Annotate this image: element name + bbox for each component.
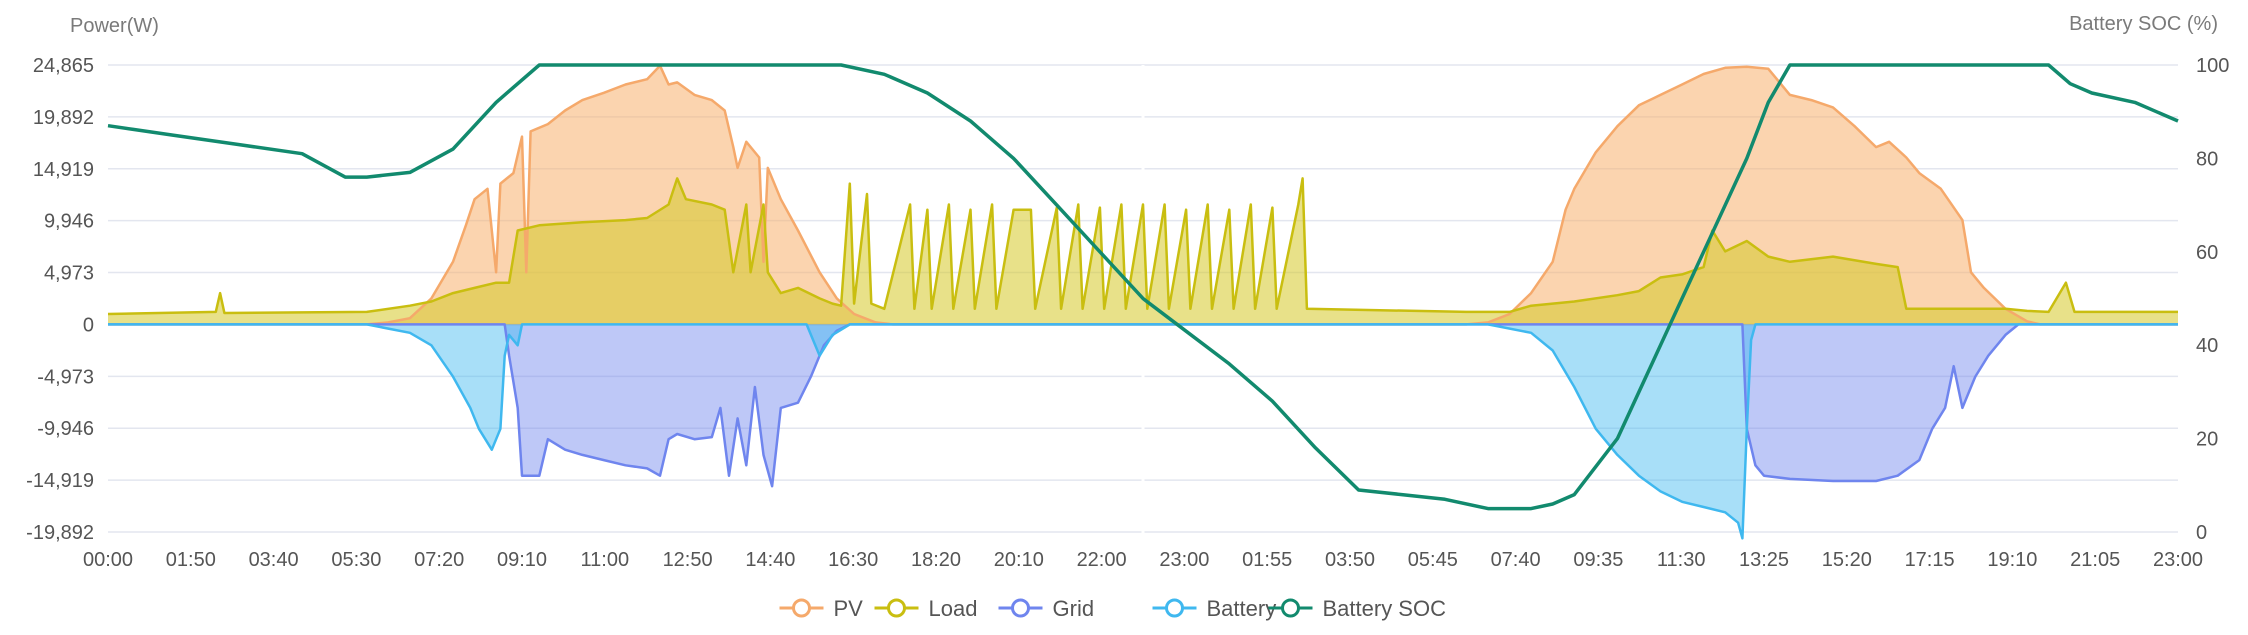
legend-item-battery-soc[interactable]: Battery SOC	[1268, 596, 1447, 621]
legend-label: Load	[929, 596, 978, 621]
x-axis-ticks: 00:00 01:50 03:40 05:30 07:20 09:10 11:00 12:50…	[83, 549, 2203, 571]
legend-label: Grid	[1053, 596, 1095, 621]
battery-line	[108, 323, 2178, 540]
x-tick-label: 17:15	[1905, 549, 1955, 571]
y-axis-right-title: Battery SOC (%)	[2069, 13, 2218, 35]
x-tick-label: 00:00	[83, 549, 133, 571]
x-tick-label: 01:50	[166, 549, 216, 571]
legend-label: Battery SOC	[1323, 596, 1447, 621]
y-right-tick-label: 0	[2196, 522, 2207, 544]
x-tick-label: 20:10	[994, 549, 1044, 571]
x-tick-label: 12:50	[663, 549, 713, 571]
y-right-tick-label: 80	[2196, 148, 2218, 170]
y-left-tick-label: 9,946	[44, 211, 94, 233]
x-tick-label: 19:10	[1987, 549, 2037, 571]
y-axis-left-title: Power(W)	[70, 15, 159, 37]
legend-label: PV	[834, 596, 864, 621]
x-tick-label: 01:55	[1242, 549, 1292, 571]
y-left-tick-label: 14,919	[33, 159, 94, 181]
y-left-tick-label: -4,973	[37, 366, 94, 388]
y-left-tick-label: 4,973	[44, 263, 94, 285]
x-tick-label: 14:40	[745, 549, 795, 571]
legend-swatch-marker	[792, 598, 811, 618]
x-tick-label: 03:40	[249, 549, 299, 571]
legend-swatch-marker	[1011, 598, 1030, 618]
y-right-tick-label: 40	[2196, 335, 2218, 357]
y-left-tick-label: 24,865	[33, 55, 94, 77]
x-tick-label: 15:20	[1822, 549, 1872, 571]
y-left-tick-label: 0	[83, 314, 94, 336]
x-tick-label: 07:20	[414, 549, 464, 571]
x-tick-label: 05:45	[1408, 549, 1458, 571]
x-tick-label: 22:00	[1077, 549, 1127, 571]
legend-label: Battery	[1207, 596, 1277, 621]
x-tick-label: 07:40	[1491, 549, 1541, 571]
y-right-tick-label: 60	[2196, 242, 2218, 264]
grid-line	[108, 323, 2178, 488]
legend-swatch-marker	[1165, 598, 1184, 618]
x-tick-label: 21:05	[2070, 549, 2120, 571]
x-tick-label: 11:00	[581, 549, 630, 571]
x-tick-label: 13:25	[1739, 549, 1789, 571]
x-tick-label: 11:30	[1657, 549, 1706, 571]
x-tick-label: 03:50	[1325, 549, 1375, 571]
legend-item-battery[interactable]: Battery	[1152, 596, 1277, 621]
y-left-tick-label: -9,946	[37, 418, 94, 440]
x-tick-label: 09:35	[1573, 549, 1623, 571]
y-right-tick-label: 100	[2196, 55, 2229, 77]
y-right-tick-label: 20	[2196, 429, 2218, 451]
x-tick-label: 23:00	[1159, 549, 1209, 571]
x-tick-label: 23:00	[2153, 549, 2203, 571]
x-tick-label: 09:10	[497, 549, 547, 571]
battery-soc-line	[107, 63, 2179, 511]
x-tick-label: 18:20	[911, 549, 961, 571]
battery-area	[108, 324, 2178, 539]
x-tick-label: 16:30	[828, 549, 878, 571]
load-area	[108, 178, 2178, 325]
legend-swatch-marker	[1281, 598, 1300, 618]
pv-line	[108, 64, 2178, 326]
y-left-tick-label: 19,892	[33, 107, 94, 129]
x-tick-label: 05:30	[331, 549, 381, 571]
y-left-tick-label: -14,919	[26, 470, 94, 492]
y-left-tick-label: -19,892	[26, 522, 94, 544]
series-lines	[107, 63, 2179, 540]
series-areas	[108, 65, 2178, 539]
legend-item-pv[interactable]: PV	[779, 596, 864, 621]
legend-swatch-marker	[887, 598, 906, 618]
y-axis-right-ticks: 100 80 60 40 20 0	[2196, 55, 2229, 544]
legend[interactable]: PV Load Grid Battery Battery SOC	[779, 596, 1447, 621]
legend-item-load[interactable]: Load	[874, 596, 978, 621]
legend-item-grid[interactable]: Grid	[998, 596, 1095, 621]
y-axis-left-ticks: 24,865 19,892 14,919 9,946 4,973 0 -4,973 -9,94…	[26, 55, 94, 544]
grid-area	[108, 324, 2178, 487]
